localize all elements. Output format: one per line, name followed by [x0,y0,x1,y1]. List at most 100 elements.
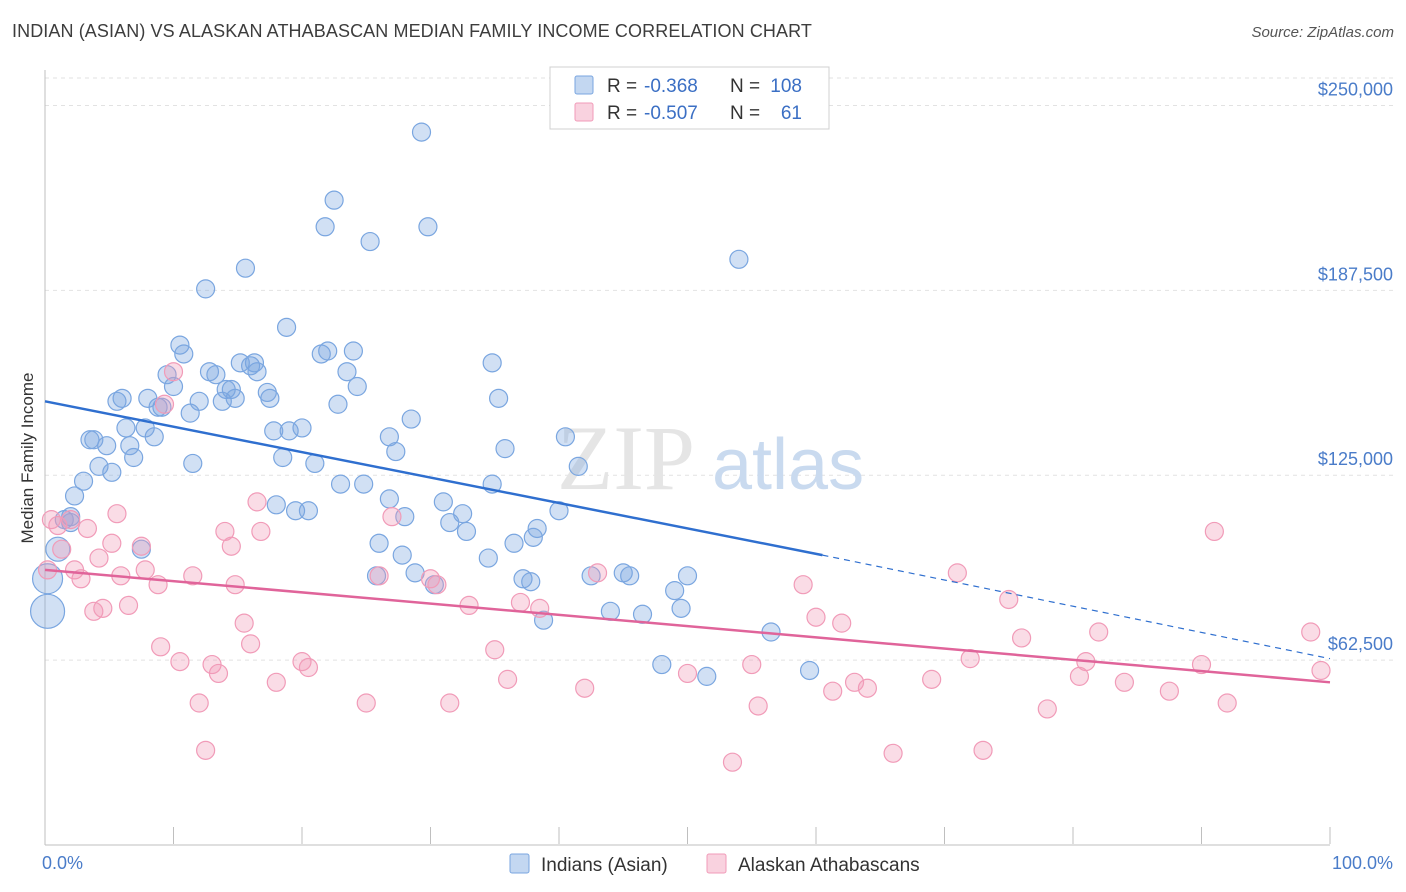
legend-n-label-2: N = [730,103,760,124]
indians-point-94 [568,456,588,476]
athabascan-point-72 [1159,681,1179,701]
indians-point-107 [799,660,820,681]
indians-point-68 [379,489,399,509]
athabascan-point-21 [170,652,190,672]
chart-title: INDIAN (ASIAN) VS ALASKAN ATHABASCAN MED… [12,21,812,41]
indians-point-70 [392,545,412,565]
indians-point-69 [386,441,406,462]
indians-point-82 [482,353,502,373]
legend-swatch-athabascans [574,102,594,122]
athabascan-point-15 [131,536,151,556]
y-tick-labels: $62,500 $125,000 $187,500 $250,000 [1318,79,1393,654]
indians-point-52 [298,501,319,521]
indians-point-79 [453,504,473,524]
athabascan-point-70 [1089,622,1109,642]
indians-point-103 [677,566,698,586]
athabascan-point-22 [183,566,203,586]
athabascan-point-42 [440,693,460,713]
trend-lines [44,400,1331,684]
indians-point-48 [276,317,297,337]
athabascan-point-30 [234,613,254,633]
athabascan-point-33 [251,521,271,542]
indians-point-16 [120,436,140,456]
indians-point-45 [264,421,284,441]
indians-point-59 [330,474,351,494]
athabascan-point-29 [225,575,245,595]
x-tick-label-1: 100.0% [1332,853,1393,873]
indians-point-46 [266,495,286,515]
athabascan-point-23 [189,693,209,713]
bottom-legend-label-athabascans: Alaskan Athabascans [738,855,920,876]
athabascan-point-57 [832,613,852,633]
indians-point-21 [144,427,164,447]
athabascan-point-34 [266,672,286,692]
correlation-legend: R = -0.368 N = 108 R = -0.507 N = 61 [549,66,830,130]
indians-point-33 [206,365,226,385]
indians-point-86 [504,533,524,553]
athabascan-point-4 [61,510,81,530]
indians-point-88 [521,572,541,592]
bottom-legend-swatch-indians [509,853,530,874]
athabascan-point-74 [1204,521,1224,542]
athabascan-point-65 [999,589,1019,610]
athabascan-point-51 [722,752,743,772]
indians-point-100 [652,654,672,675]
athabascan-point-53 [748,696,768,716]
indians-point-17 [124,447,144,468]
athabascan-point-16 [135,560,155,580]
indians-point-80 [456,521,477,542]
indians-point-31 [196,279,216,299]
athabascan-point-9 [89,548,109,568]
watermark-atlas: atlas [712,425,864,505]
trend-line-indians-extension [822,554,1331,660]
athabascan-point-12 [107,504,127,524]
athabascan-point-37 [356,693,376,713]
y-tick-label-2: $187,500 [1318,264,1393,284]
y-tick-label-0: $62,500 [1328,634,1393,654]
athabascan-point-26 [208,663,229,684]
watermark: ZIP atlas [557,407,864,509]
athabascan-point-3 [52,539,72,559]
y-tick-label-1: $125,000 [1318,449,1393,469]
athabascan-point-19 [154,394,175,414]
indians-point-60 [337,362,357,382]
legend-r-label-2: R = [607,103,637,124]
indians-point-29 [183,453,203,474]
indians-point-102 [671,598,691,618]
indians-point-14 [112,388,132,408]
athabascan-point-73 [1191,654,1212,675]
indians-point-15 [116,418,136,438]
athabascan-point-55 [806,607,826,627]
chart-source: Source: ZipAtlas.com [1251,24,1394,41]
bottom-legend-label-indians: Indians (Asian) [541,855,668,876]
indians-point-93 [555,427,576,447]
indians-point-42 [247,362,267,382]
indians-point-62 [347,376,367,397]
athabascan-point-28 [221,536,241,556]
indians-point-77 [433,492,453,512]
indians-point-64 [360,231,380,252]
bottom-legend-swatch-athabascans [706,853,727,874]
indians-point-25 [163,376,184,397]
athabascan-point-10 [93,598,113,618]
athabascan-point-62 [947,563,967,583]
indians-point-74 [411,122,432,142]
legend-n-value-2: 61 [781,103,802,124]
indians-point-61 [343,341,363,361]
indians-point-51 [292,418,312,438]
indians-point-7 [73,471,94,491]
athabascan-point-59 [857,678,878,698]
athabascan-point-44 [485,640,505,660]
indians-point-90 [527,518,547,539]
athabascan-point-54 [793,575,813,595]
indians-point-105 [729,249,749,269]
legend-r-value-2: -0.507 [644,103,698,124]
indians-point-104 [697,666,717,686]
athabascan-point-61 [922,669,942,689]
athabascan-point-31 [241,634,261,654]
athabascan-point-20 [163,362,184,382]
indians-point-2 [45,536,71,562]
athabascan-point-52 [742,654,762,675]
indians-point-47 [273,447,293,468]
